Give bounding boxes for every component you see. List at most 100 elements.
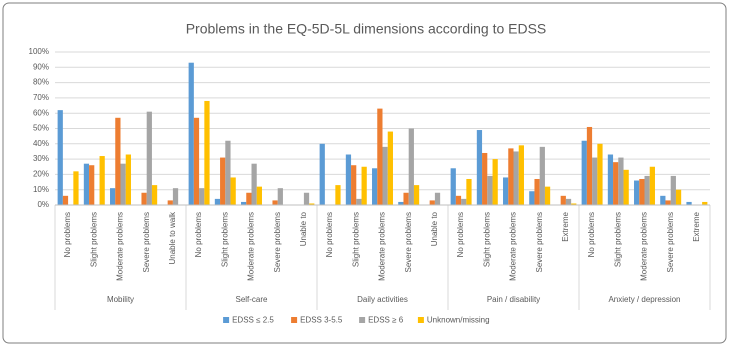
bar — [613, 162, 619, 205]
bar — [518, 145, 524, 205]
bar — [408, 128, 414, 205]
bar — [544, 186, 551, 205]
bar — [581, 140, 587, 205]
bar — [644, 175, 650, 205]
bar — [361, 166, 367, 205]
legend-label: EDSS 3-5.5 — [300, 316, 343, 325]
x-tick-label: Slight problems — [89, 212, 98, 267]
x-tick-label: No problems — [456, 212, 465, 257]
x-tick-label: Moderate problems — [378, 212, 387, 281]
y-tick-label: 90% — [33, 62, 49, 71]
bar — [450, 168, 456, 205]
y-tick-label: 100% — [29, 47, 49, 56]
bar — [319, 143, 325, 205]
x-tick-label: No problems — [325, 212, 334, 257]
bar — [230, 177, 236, 205]
legend-swatch — [417, 317, 424, 323]
bar — [115, 117, 121, 205]
bar — [73, 171, 79, 205]
bar — [277, 188, 283, 205]
bar — [686, 201, 692, 205]
bar — [303, 192, 310, 205]
bar — [607, 154, 614, 205]
y-tick-label: 80% — [33, 78, 49, 87]
bar — [220, 157, 226, 205]
x-tick-label: Extreme — [561, 211, 570, 241]
bar — [434, 192, 441, 205]
x-tick-label: Severe problems — [666, 212, 675, 272]
y-tick-label: 10% — [33, 185, 49, 194]
x-tick-label: No problems — [194, 212, 203, 257]
bar — [665, 200, 671, 205]
x-tick-label: Moderate problems — [509, 212, 518, 281]
bar — [618, 157, 624, 205]
bar — [586, 126, 593, 205]
bar — [508, 148, 514, 205]
bar — [246, 192, 252, 205]
legend-label: Unknown/missing — [427, 316, 490, 325]
group-label: Daily activities — [357, 295, 408, 304]
bar — [125, 154, 131, 205]
group-label: Self-care — [235, 295, 268, 304]
bar — [345, 154, 352, 205]
bar — [702, 201, 708, 205]
bar — [251, 163, 257, 205]
y-tick-label: 50% — [33, 124, 49, 133]
bar — [110, 188, 116, 205]
bar — [429, 200, 435, 205]
bar — [592, 157, 598, 205]
x-tick-label: Severe problems — [142, 212, 151, 272]
x-tick-label: Unable to walk — [168, 211, 177, 264]
bar — [272, 200, 278, 205]
legend-swatch — [223, 317, 230, 323]
bar — [565, 198, 572, 205]
legend-swatch — [291, 317, 298, 323]
x-tick-label: Unable to — [299, 211, 308, 246]
bar — [634, 180, 640, 205]
bar — [670, 175, 676, 205]
bar — [225, 140, 231, 205]
x-tick-label: Severe problems — [535, 212, 544, 272]
bar — [372, 168, 378, 205]
bar — [188, 62, 194, 206]
x-tick-label: Moderate problems — [247, 212, 256, 281]
bar — [193, 117, 200, 205]
legend-label: EDSS ≥ 6 — [368, 316, 404, 325]
chart-title: Problems in the EQ-5D-5L dimensions acco… — [186, 21, 547, 37]
bar — [639, 178, 645, 205]
bar — [649, 166, 655, 205]
bar — [256, 186, 262, 205]
x-tick-label: No problems — [63, 212, 72, 257]
group-label: Pain / disability — [487, 295, 540, 304]
y-tick-label: 0% — [37, 200, 49, 209]
x-tick-label: Extreme — [692, 211, 701, 241]
bar — [167, 200, 173, 205]
bar — [403, 192, 409, 205]
bar — [455, 195, 462, 205]
bar — [141, 192, 147, 205]
bar — [660, 195, 666, 205]
bar — [146, 111, 152, 205]
bar — [377, 108, 383, 205]
x-tick-label: Moderate problems — [640, 212, 649, 281]
bar — [534, 178, 540, 205]
legend-swatch — [359, 317, 366, 323]
x-tick-label: No problems — [587, 212, 596, 257]
bar — [199, 188, 205, 205]
bar — [351, 165, 357, 205]
y-tick-label: 40% — [33, 139, 49, 148]
bar — [172, 188, 179, 205]
bar — [398, 201, 404, 205]
y-tick-label: 60% — [33, 108, 49, 117]
bar — [204, 100, 210, 205]
bar — [241, 201, 247, 205]
bar — [529, 191, 535, 205]
x-tick-label: Slight problems — [220, 212, 229, 267]
bar — [335, 185, 341, 205]
x-tick-label: Moderate problems — [116, 212, 125, 281]
x-tick-label: Severe problems — [273, 212, 282, 272]
bar — [120, 163, 126, 205]
y-tick-label: 20% — [33, 170, 49, 179]
bar — [597, 143, 603, 205]
